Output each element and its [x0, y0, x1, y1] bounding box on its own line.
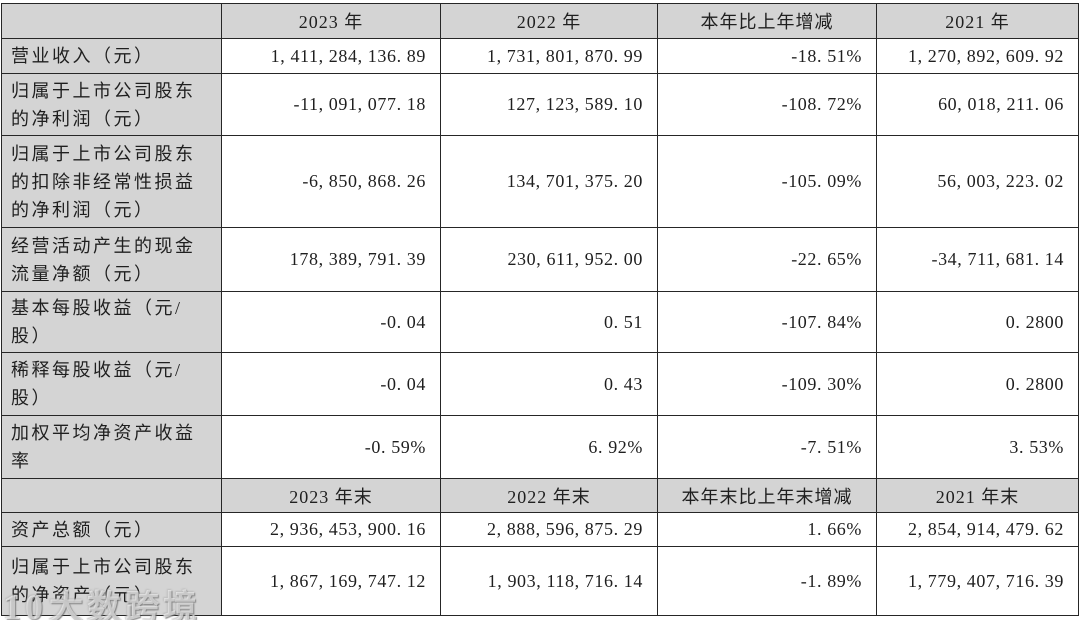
table-row-basic-eps: 基本每股收益（元/股） -0. 04 0. 51 -107. 84% 0. 28… [1, 291, 1079, 353]
cell-value: -1. 89% [657, 546, 877, 616]
cell-value: 1, 903, 118, 716. 14 [440, 546, 658, 616]
cell-value: 134, 701, 375. 20 [440, 135, 658, 228]
cell-value: -34, 711, 681. 14 [876, 227, 1079, 292]
cell-value: 1, 779, 407, 716. 39 [876, 546, 1079, 616]
column-header-2021-yearend: 2021 年末 [876, 478, 1079, 513]
table-row-net-profit-excl-nonrecurring: 归属于上市公司股东的扣除非经常性损益的净利润（元） -6, 850, 868. … [1, 135, 1079, 228]
cell-value: -0. 04 [221, 352, 441, 416]
cell-value: 230, 611, 952. 00 [440, 227, 658, 292]
table-row-net-assets: 归属于上市公司股东的净资产（元） 1, 867, 169, 747. 12 1,… [1, 546, 1079, 616]
table-row-operating-revenue: 营业收入（元） 1, 411, 284, 136. 89 1, 731, 801… [1, 38, 1079, 74]
cell-value: -108. 72% [657, 73, 877, 136]
row-label: 稀释每股收益（元/股） [1, 352, 222, 416]
cell-value: -0. 04 [221, 291, 441, 353]
cell-value: 60, 018, 211. 06 [876, 73, 1079, 136]
cell-value: -18. 51% [657, 38, 877, 74]
cell-value: -107. 84% [657, 291, 877, 353]
row-label: 归属于上市公司股东的扣除非经常性损益的净利润（元） [1, 135, 222, 228]
cell-value: -109. 30% [657, 352, 877, 416]
table-header-row-yearend: 2023 年末 2022 年末 本年末比上年末增减 2021 年末 [1, 478, 1079, 513]
cell-value: -7. 51% [657, 415, 877, 479]
row-label: 基本每股收益（元/股） [1, 291, 222, 353]
column-header-2021: 2021 年 [876, 3, 1079, 39]
cell-value: 1, 270, 892, 609. 92 [876, 38, 1079, 74]
cell-value: 2, 854, 914, 479. 62 [876, 512, 1079, 547]
cell-value: -11, 091, 077. 18 [221, 73, 441, 136]
row-label: 归属于上市公司股东的净利润（元） [1, 73, 222, 136]
cell-value: 2, 888, 596, 875. 29 [440, 512, 658, 547]
row-label: 加权平均净资产收益率 [1, 415, 222, 479]
header-empty-cell [1, 3, 222, 39]
row-label: 归属于上市公司股东的净资产（元） [1, 546, 222, 616]
cell-value: -0. 59% [221, 415, 441, 479]
table-row-operating-cash-flow: 经营活动产生的现金流量净额（元） 178, 389, 791. 39 230, … [1, 227, 1079, 292]
column-header-yoy-change: 本年比上年增减 [657, 3, 877, 39]
financial-summary-table: 2023 年 2022 年 本年比上年增减 2021 年 营业收入（元） 1, … [1, 3, 1079, 616]
table-row-net-profit: 归属于上市公司股东的净利润（元） -11, 091, 077. 18 127, … [1, 73, 1079, 136]
cell-value: 6. 92% [440, 415, 658, 479]
cell-value: 56, 003, 223. 02 [876, 135, 1079, 228]
cell-value: 0. 51 [440, 291, 658, 353]
cell-value: 2, 936, 453, 900. 16 [221, 512, 441, 547]
cell-value: 0. 2800 [876, 352, 1079, 416]
row-label: 营业收入（元） [1, 38, 222, 74]
cell-value: 3. 53% [876, 415, 1079, 479]
cell-value: 1, 411, 284, 136. 89 [221, 38, 441, 74]
cell-value: 178, 389, 791. 39 [221, 227, 441, 292]
row-label: 资产总额（元） [1, 512, 222, 547]
table-row-total-assets: 资产总额（元） 2, 936, 453, 900. 16 2, 888, 596… [1, 512, 1079, 547]
cell-value: -6, 850, 868. 26 [221, 135, 441, 228]
cell-value: 0. 2800 [876, 291, 1079, 353]
table-row-diluted-eps: 稀释每股收益（元/股） -0. 04 0. 43 -109. 30% 0. 28… [1, 352, 1079, 416]
table-header-row-annual: 2023 年 2022 年 本年比上年增减 2021 年 [1, 3, 1079, 39]
column-header-2023-yearend: 2023 年末 [221, 478, 441, 513]
column-header-2022-yearend: 2022 年末 [440, 478, 658, 513]
cell-value: 1, 731, 801, 870. 99 [440, 38, 658, 74]
column-header-yearend-change: 本年末比上年末增减 [657, 478, 877, 513]
column-header-2022: 2022 年 [440, 3, 658, 39]
table-row-weighted-avg-roe: 加权平均净资产收益率 -0. 59% 6. 92% -7. 51% 3. 53% [1, 415, 1079, 479]
cell-value: 127, 123, 589. 10 [440, 73, 658, 136]
header-empty-cell [1, 478, 222, 513]
cell-value: -22. 65% [657, 227, 877, 292]
row-label: 经营活动产生的现金流量净额（元） [1, 227, 222, 292]
column-header-2023: 2023 年 [221, 3, 441, 39]
cell-value: 1, 867, 169, 747. 12 [221, 546, 441, 616]
cell-value: 1. 66% [657, 512, 877, 547]
cell-value: -105. 09% [657, 135, 877, 228]
cell-value: 0. 43 [440, 352, 658, 416]
